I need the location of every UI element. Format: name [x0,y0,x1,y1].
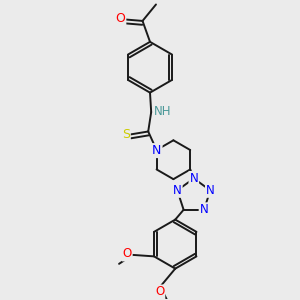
Text: O: O [155,285,164,298]
Text: N: N [152,144,162,157]
Text: O: O [116,12,125,25]
Text: N: N [200,203,208,216]
Text: N: N [189,172,198,185]
Text: N: N [206,184,215,197]
Text: NH: NH [154,105,171,118]
Text: S: S [122,128,130,141]
Text: N: N [173,184,182,197]
Text: O: O [122,248,132,260]
